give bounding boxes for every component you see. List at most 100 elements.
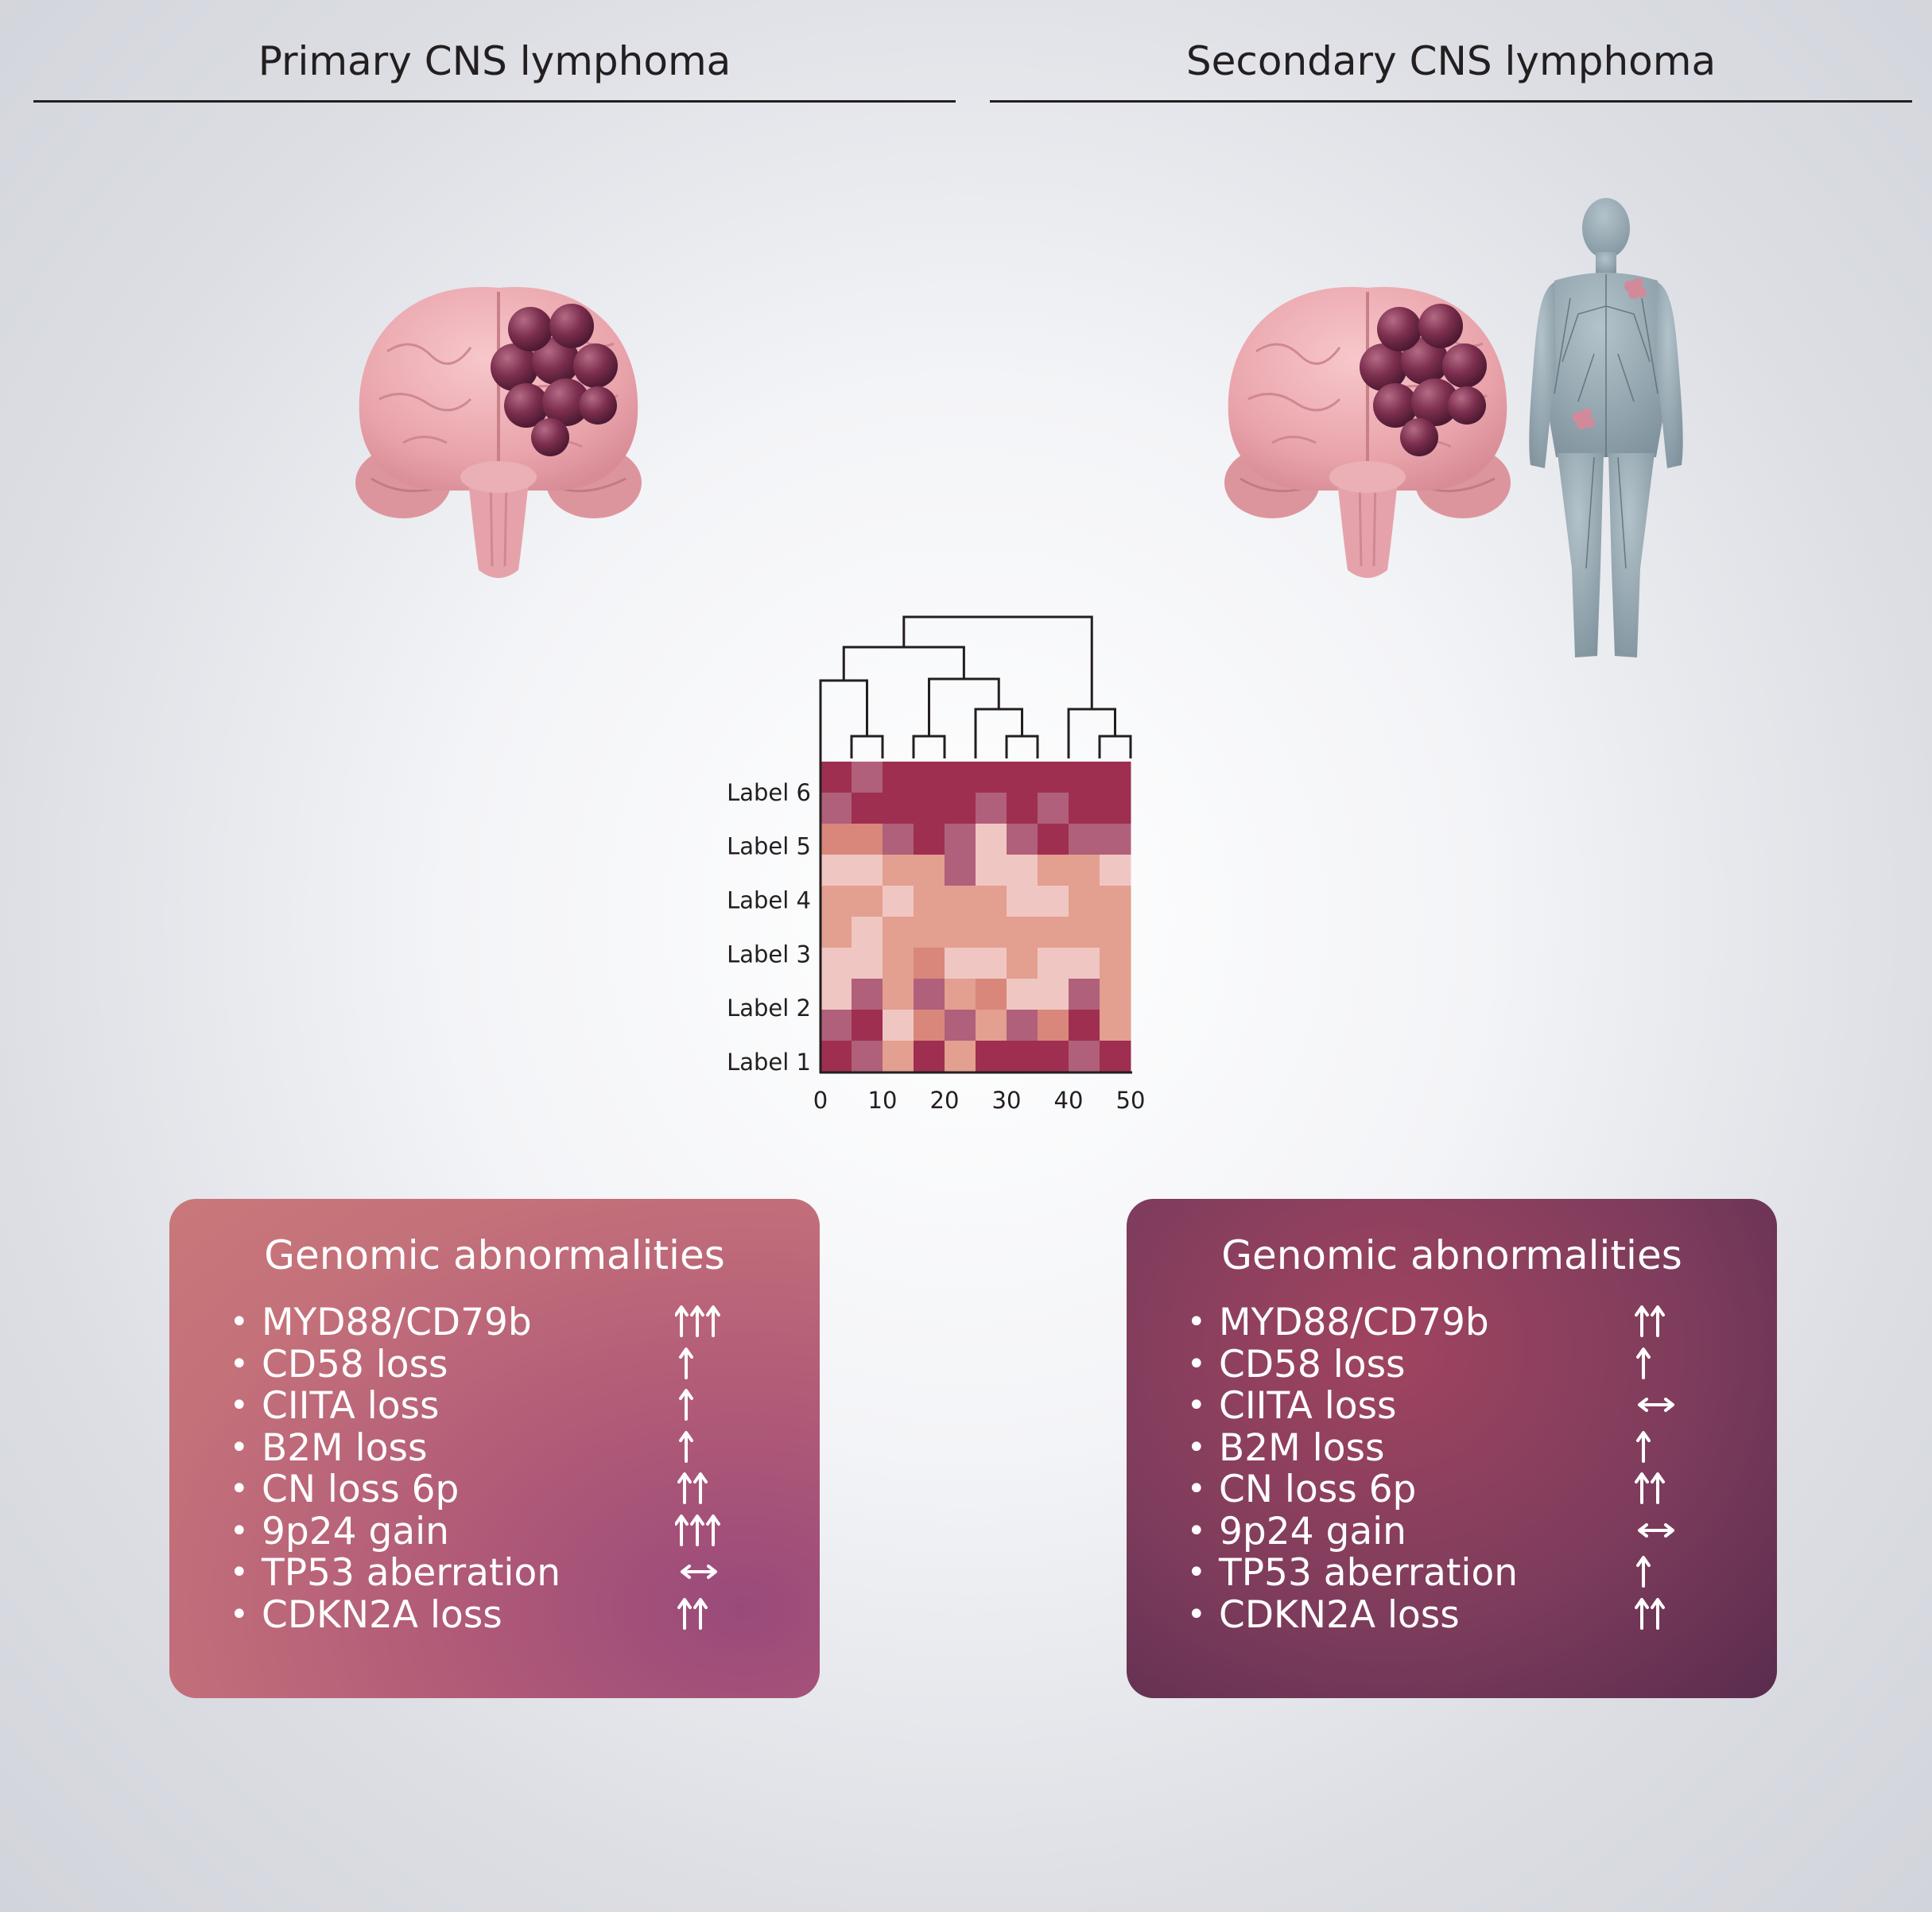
heatmap-cell	[883, 948, 914, 979]
secondary-panel-title: Genomic abnormalities	[1221, 1232, 1682, 1278]
heatmap-cell	[821, 948, 852, 979]
bullet: •	[230, 1596, 249, 1633]
heatmap-cell	[914, 886, 945, 917]
abnormality-label: CN loss 6p	[262, 1468, 460, 1511]
heatmap-cell	[1100, 762, 1131, 793]
abnormality-item: • TP53 aberration	[230, 1551, 802, 1595]
heatmap-cell	[945, 948, 976, 979]
heatmap-cell	[852, 762, 883, 793]
heatmap-cell	[1100, 793, 1131, 824]
heatmap-cell	[945, 886, 976, 917]
heatmap-cell	[821, 1041, 852, 1072]
heatmap-cell	[1007, 855, 1038, 886]
heatmap-cell	[945, 762, 976, 793]
heatmap-x-tick-label: 10	[868, 1087, 898, 1114]
heatmap-cell	[1007, 886, 1038, 917]
heatmap-cell	[1069, 917, 1100, 948]
abnormality-item: • CDKN2A loss	[1187, 1593, 1759, 1637]
bullet: •	[1187, 1429, 1206, 1466]
heatmap-cell	[1038, 855, 1069, 886]
bullet: •	[1187, 1471, 1206, 1507]
heatmap-cell	[945, 1010, 976, 1041]
up-arrow-icon	[1636, 1556, 1651, 1588]
heatmap-cell	[1100, 824, 1131, 855]
heatmap-cell	[1007, 979, 1038, 1010]
bullet: •	[230, 1345, 249, 1383]
heatmap-cell	[821, 886, 852, 917]
abnormality-item: • TP53 aberration	[1187, 1551, 1759, 1595]
heatmap-cell	[1100, 948, 1131, 979]
heatmap-cell	[852, 886, 883, 917]
up-arrow-icon	[1635, 1472, 1665, 1504]
up-arrow-icon	[1635, 1597, 1665, 1630]
bullet: •	[1187, 1554, 1206, 1591]
abnormality-item: • CDKN2A loss	[230, 1592, 802, 1637]
heatmap-cell	[1007, 917, 1038, 948]
heatmap-row-label: Label 2	[727, 995, 811, 1022]
dendrogram-branch	[974, 708, 1023, 758]
heatmap-cell	[945, 824, 976, 855]
up-arrow-icon	[675, 1305, 720, 1337]
abnormality-item: • MYD88/CD79b	[230, 1301, 802, 1344]
heatmap-cell	[976, 762, 1007, 793]
heatmap-cell	[1100, 855, 1131, 886]
heatmap-cell	[852, 793, 883, 824]
heatmap-chart: Label 1 Label 2 Label 3 Label 4 Label 5 Label…	[708, 615, 1153, 1121]
dendrogram-branch	[1098, 735, 1132, 758]
dendrogram-branch	[842, 646, 965, 681]
bullet: •	[230, 1387, 249, 1424]
heatmap-row-label: Label 5	[727, 833, 811, 860]
heatmap-cell	[976, 855, 1007, 886]
heatmap-cell	[914, 855, 945, 886]
secondary-cns-lymphoma-title: Secondary CNS lymphoma	[1185, 38, 1717, 84]
heatmap-cell	[976, 886, 1007, 917]
primary-genomic-panel: Genomic abnormalities • MYD88/CD79b • CD58 …	[169, 1199, 820, 1698]
abnormality-item: • CD58 loss	[230, 1343, 802, 1386]
heatmap-cell	[976, 1010, 1007, 1041]
heatmap-cell	[852, 979, 883, 1010]
heatmap-cell	[1100, 886, 1131, 917]
bullet: •	[230, 1429, 249, 1466]
heatmap-x-tick-label: 40	[1054, 1087, 1084, 1114]
up-arrow-icon	[679, 1347, 693, 1379]
up-arrow-icon	[679, 1430, 693, 1463]
heatmap-cell	[976, 948, 1007, 979]
heatmap-cell	[821, 762, 852, 793]
heatmap-cell	[1069, 1041, 1100, 1072]
heatmap-cell	[821, 917, 852, 948]
heatmap-cell	[883, 917, 914, 948]
heatmap-cell	[1069, 855, 1100, 886]
dendrogram-branch	[1067, 708, 1116, 758]
heatmap-cell	[1007, 948, 1038, 979]
heatmap-cell	[914, 793, 945, 824]
bullet: •	[1187, 1596, 1206, 1633]
heatmap-cell	[883, 886, 914, 917]
heatmap-row-label: Label 3	[727, 940, 811, 968]
heatmap-cell	[1007, 824, 1038, 855]
heatmap-row-label: Label 1	[727, 1049, 811, 1076]
abnormality-item: • CN loss 6p	[1187, 1468, 1759, 1511]
heatmap-cell	[1038, 979, 1069, 1010]
abnormality-label: MYD88/CD79b	[1219, 1301, 1489, 1344]
heatmap-cell	[852, 1010, 883, 1041]
left-right-arrow-icon	[1638, 1398, 1674, 1412]
heatmap-cell	[945, 979, 976, 1010]
heatmap-cell	[883, 979, 914, 1010]
heatmap-cell	[1007, 1041, 1038, 1072]
heatmap-cell	[821, 1010, 852, 1041]
heatmap-cell	[976, 1041, 1007, 1072]
left-right-arrow-icon	[681, 1565, 717, 1579]
up-arrow-icon	[677, 1472, 708, 1504]
abnormality-label: CDKN2A loss	[262, 1592, 502, 1637]
heatmap-x-tick-label: 0	[813, 1087, 828, 1114]
dendrogram-branch	[1005, 735, 1039, 758]
abnormality-item: • 9p24 gain	[230, 1510, 802, 1553]
heatmap-cell	[852, 917, 883, 948]
heatmap-cell	[914, 1010, 945, 1041]
dendrogram-branch	[902, 615, 1093, 709]
abnormality-item: • B2M loss	[230, 1426, 802, 1470]
heatmap-cell	[1038, 886, 1069, 917]
heatmap-cell	[821, 855, 852, 886]
abnormality-label: MYD88/CD79b	[262, 1301, 532, 1344]
abnormality-item: • CN loss 6p	[230, 1468, 802, 1511]
